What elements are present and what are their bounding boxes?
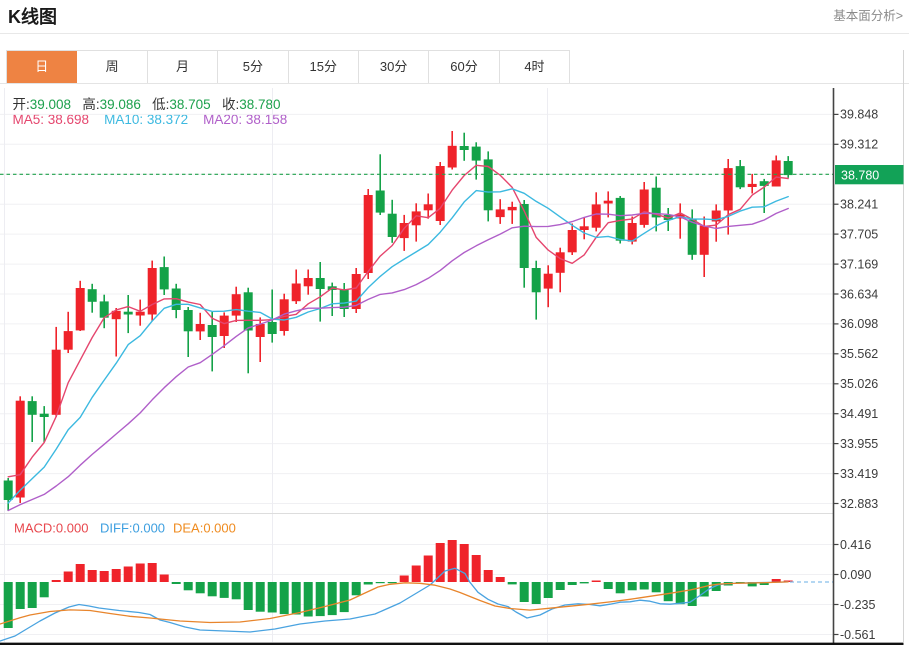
svg-text:35.026: 35.026 bbox=[840, 377, 878, 391]
svg-text:DIFF:0.000: DIFF:0.000 bbox=[100, 521, 165, 536]
svg-text:0.416: 0.416 bbox=[840, 538, 871, 552]
svg-text:37.705: 37.705 bbox=[840, 227, 878, 241]
svg-text:33.955: 33.955 bbox=[840, 437, 878, 451]
svg-text:0.090: 0.090 bbox=[840, 568, 871, 582]
svg-text:36.098: 36.098 bbox=[840, 317, 878, 331]
svg-text:34.491: 34.491 bbox=[840, 407, 878, 421]
svg-text:-0.561: -0.561 bbox=[840, 628, 875, 642]
svg-text:38.780: 38.780 bbox=[841, 169, 879, 183]
svg-text:-0.235: -0.235 bbox=[840, 598, 875, 612]
svg-text:37.169: 37.169 bbox=[840, 257, 878, 271]
svg-text:38.241: 38.241 bbox=[840, 198, 878, 212]
svg-text:DEA:0.000: DEA:0.000 bbox=[173, 521, 236, 536]
svg-text:32.883: 32.883 bbox=[840, 497, 878, 511]
svg-text:36.634: 36.634 bbox=[840, 287, 878, 301]
svg-text:MACD:0.000: MACD:0.000 bbox=[14, 521, 88, 536]
svg-text:39.312: 39.312 bbox=[840, 138, 878, 152]
svg-text:35.562: 35.562 bbox=[840, 347, 878, 361]
svg-text:39.848: 39.848 bbox=[840, 108, 878, 122]
svg-text:33.419: 33.419 bbox=[840, 467, 878, 481]
